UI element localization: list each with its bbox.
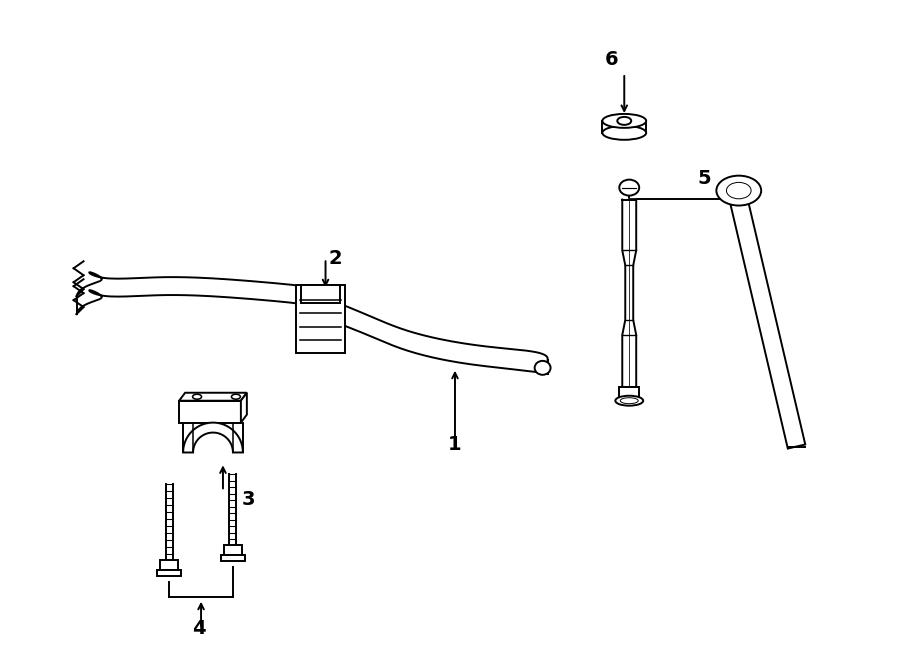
Ellipse shape [193, 394, 202, 399]
Polygon shape [622, 200, 636, 387]
Text: 6: 6 [605, 50, 618, 69]
Polygon shape [160, 560, 178, 570]
Ellipse shape [602, 126, 646, 140]
Text: 3: 3 [242, 490, 256, 509]
Polygon shape [221, 555, 245, 561]
Ellipse shape [617, 117, 631, 125]
Text: 1: 1 [448, 435, 462, 454]
Ellipse shape [231, 394, 240, 399]
Polygon shape [76, 272, 548, 374]
Ellipse shape [616, 396, 644, 406]
Ellipse shape [619, 180, 639, 196]
Ellipse shape [716, 176, 761, 206]
Polygon shape [179, 401, 241, 422]
Text: 5: 5 [698, 169, 711, 188]
Ellipse shape [602, 114, 646, 128]
Polygon shape [179, 393, 247, 401]
Polygon shape [241, 393, 247, 422]
Polygon shape [301, 285, 340, 303]
Polygon shape [619, 387, 639, 399]
Polygon shape [224, 545, 242, 555]
Polygon shape [730, 198, 806, 449]
Ellipse shape [535, 361, 551, 375]
Polygon shape [183, 422, 243, 453]
Polygon shape [296, 285, 346, 353]
Text: 2: 2 [328, 249, 342, 268]
Text: 4: 4 [193, 619, 206, 639]
Polygon shape [602, 121, 646, 133]
Polygon shape [158, 570, 181, 576]
